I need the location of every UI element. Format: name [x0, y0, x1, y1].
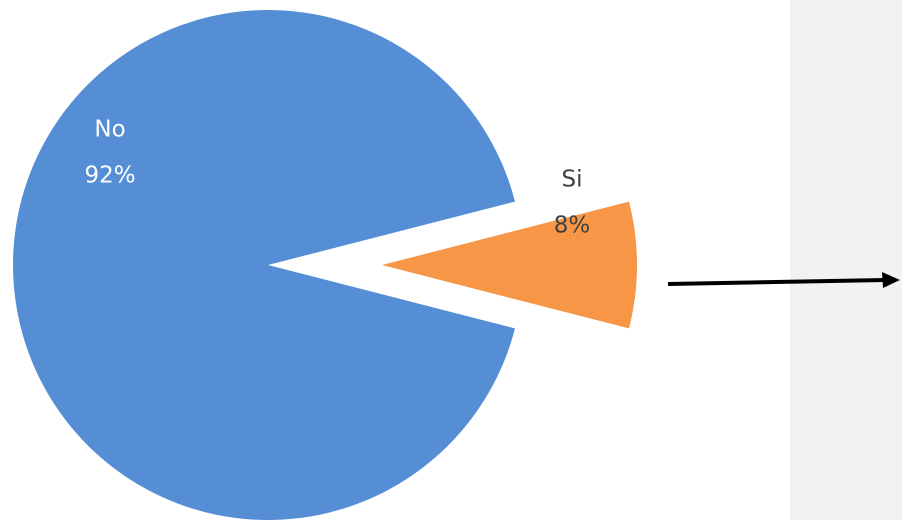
slice-category-label: Si: [562, 167, 583, 193]
slice-value-label: 92%: [84, 163, 135, 189]
pie-slice: [382, 201, 638, 329]
slice-value-label: 8%: [554, 213, 591, 239]
pie-slice: [13, 10, 515, 520]
arrow-head: [882, 272, 900, 288]
side-panel: [790, 0, 902, 520]
slice-category-label: No: [94, 117, 125, 143]
pie: [13, 10, 638, 520]
arrow-line: [667, 278, 886, 286]
